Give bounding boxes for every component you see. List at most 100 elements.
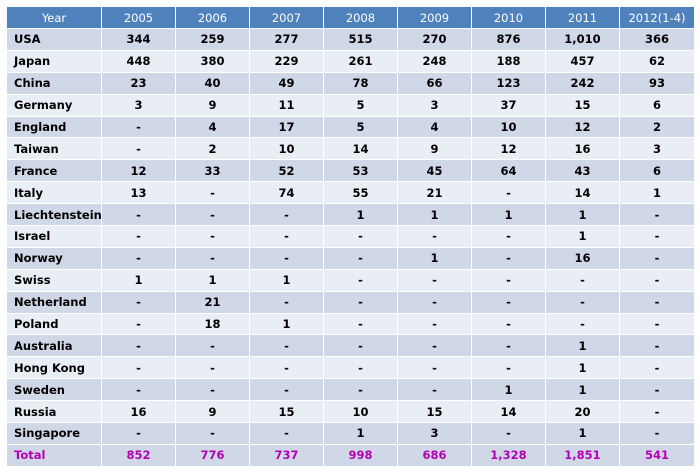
value-cell: - — [619, 290, 695, 314]
header-cell-2008: 2008 — [323, 6, 398, 29]
table-body: USA 344 259 277 515 270 876 1,010 366 Japan 448 380… — [6, 28, 695, 467]
country-label: Sweden — [6, 378, 102, 402]
country-label: Swiss — [6, 268, 102, 292]
value-cell: 15 — [249, 400, 324, 424]
value-cell: 74 — [249, 181, 324, 205]
value-cell: 259 — [175, 28, 250, 51]
value-cell: 457 — [545, 49, 620, 73]
value-cell: 344 — [101, 28, 176, 51]
value-cell: - — [619, 268, 695, 292]
value-cell: - — [471, 422, 546, 445]
value-cell: 93 — [619, 71, 695, 95]
value-cell: - — [471, 334, 546, 358]
value-cell: - — [323, 246, 398, 270]
value-cell: - — [249, 422, 324, 445]
value-cell: 1 — [545, 203, 620, 227]
total-value-cell: 1,851 — [545, 443, 620, 467]
total-value-cell: 852 — [101, 443, 176, 467]
value-cell: - — [249, 203, 324, 227]
country-label: France — [6, 159, 102, 183]
value-cell: 448 — [101, 49, 176, 73]
country-label: Hong Kong — [6, 356, 102, 380]
value-cell: - — [249, 225, 324, 248]
value-cell: 380 — [175, 49, 250, 73]
value-cell: 62 — [619, 49, 695, 73]
value-cell: 23 — [101, 71, 176, 95]
value-cell: 5 — [323, 115, 398, 139]
country-label: Liechtenstein — [6, 203, 102, 227]
value-cell: - — [471, 246, 546, 270]
header-cell-2011: 2011 — [545, 6, 620, 29]
value-cell: 11 — [249, 93, 324, 117]
value-cell: 1 — [397, 203, 472, 227]
value-cell: 277 — [249, 28, 324, 51]
value-cell: 3 — [397, 422, 472, 445]
table-row: Hong Kong - - - - - -1- — [6, 356, 695, 380]
country-label: Germany — [6, 93, 102, 117]
value-cell: 123 — [471, 71, 546, 95]
value-cell: - — [471, 356, 546, 380]
value-cell: - — [249, 290, 324, 314]
value-cell: 55 — [323, 181, 398, 205]
value-cell: 1 — [323, 422, 398, 445]
value-cell: 37 — [471, 93, 546, 117]
value-cell: - — [323, 356, 398, 380]
value-cell: 45 — [397, 159, 472, 183]
value-cell: 12 — [101, 159, 176, 183]
value-cell: 6 — [619, 93, 695, 117]
value-cell: 14 — [323, 137, 398, 161]
value-cell: - — [101, 225, 176, 248]
value-cell: - — [471, 268, 546, 292]
value-cell: 9 — [175, 400, 250, 424]
value-cell: 49 — [249, 71, 324, 95]
value-cell: - — [175, 334, 250, 358]
value-cell: 53 — [323, 159, 398, 183]
value-cell: - — [619, 378, 695, 402]
value-cell: 52 — [249, 159, 324, 183]
country-label: Norway — [6, 246, 102, 270]
value-cell: 4 — [397, 115, 472, 139]
value-cell: - — [397, 312, 472, 336]
header-cell-2009: 2009 — [397, 6, 472, 29]
value-cell: - — [397, 268, 472, 292]
value-cell: - — [249, 246, 324, 270]
value-cell: - — [323, 290, 398, 314]
header-cell-2007: 2007 — [249, 6, 324, 29]
value-cell: - — [545, 268, 620, 292]
table-row: Liechtenstein - - -1 1 1 1- — [6, 203, 695, 227]
total-value-cell: 998 — [323, 443, 398, 467]
value-cell: - — [397, 378, 472, 402]
value-cell: 15 — [397, 400, 472, 424]
value-cell: - — [471, 225, 546, 248]
value-cell: - — [397, 290, 472, 314]
value-cell: 1 — [545, 334, 620, 358]
value-cell: 1 — [101, 268, 176, 292]
value-cell: 1 — [175, 268, 250, 292]
table-row: USA 344 259 277 515 270 876 1,010 366 — [6, 28, 695, 51]
value-cell: - — [397, 356, 472, 380]
header-cell-2010: 2010 — [471, 6, 546, 29]
value-cell: - — [175, 356, 250, 380]
value-cell: - — [101, 115, 176, 139]
value-cell: - — [397, 225, 472, 248]
country-label: Russia — [6, 400, 102, 424]
value-cell: 515 — [323, 28, 398, 51]
value-cell: 9 — [175, 93, 250, 117]
value-cell: - — [323, 334, 398, 358]
value-cell: - — [619, 400, 695, 424]
value-cell: - — [101, 290, 176, 314]
value-cell: 14 — [471, 400, 546, 424]
value-cell: - — [249, 334, 324, 358]
country-label: Japan — [6, 49, 102, 73]
value-cell: 21 — [397, 181, 472, 205]
value-cell: - — [101, 203, 176, 227]
header-cell-2005: 2005 — [101, 6, 176, 29]
value-cell: 14 — [545, 181, 620, 205]
table-row: Singapore - - -1 3-1- — [6, 422, 695, 445]
value-cell: 1 — [471, 203, 546, 227]
header-cell-year: Year — [6, 6, 102, 29]
value-cell: 78 — [323, 71, 398, 95]
value-cell: 242 — [545, 71, 620, 95]
value-cell: 12 — [471, 137, 546, 161]
total-row: Total 852 776 737 998 686 1,328 1,851 541 — [6, 443, 695, 467]
